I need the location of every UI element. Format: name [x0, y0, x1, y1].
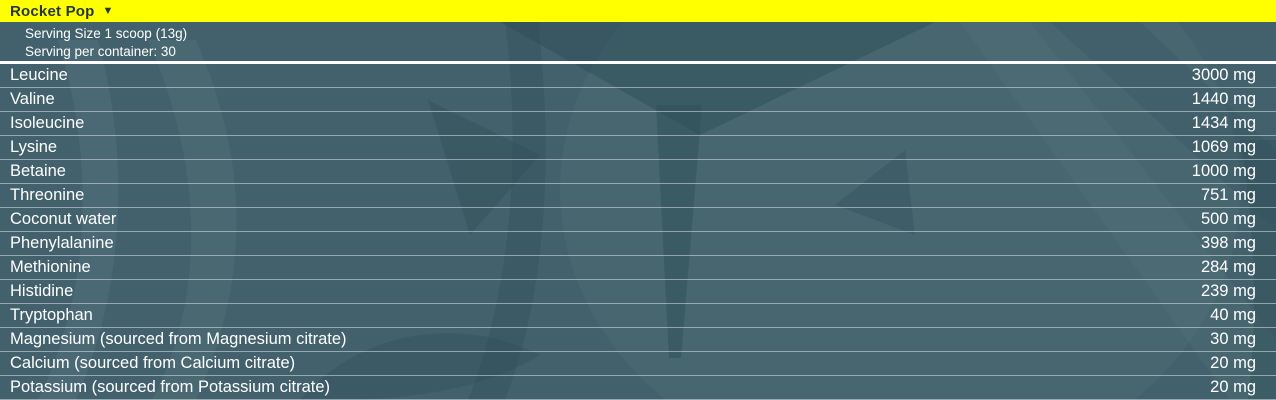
ingredient-name: Histidine [10, 282, 74, 300]
ingredient-name: Lysine [10, 138, 58, 156]
ingredient-amount: 3000 mg [1191, 66, 1256, 84]
ingredient-name: Methionine [10, 258, 91, 276]
table-row: Methionine 284 mg [0, 256, 1276, 280]
servings-per-container-text: Serving per container: 30 [25, 44, 176, 59]
ingredient-amount: 239 mg [1200, 282, 1256, 300]
table-row: Isoleucine 1434 mg [0, 112, 1276, 136]
ingredient-name: Tryptophan [10, 306, 93, 324]
ingredient-name: Isoleucine [10, 114, 85, 132]
ingredient-name: Valine [10, 90, 55, 108]
table-top-divider [0, 61, 1276, 64]
ingredient-name: Phenylalanine [10, 234, 114, 252]
ingredient-name: Threonine [10, 186, 85, 204]
table-row: Tryptophan 40 mg [0, 304, 1276, 328]
ingredient-amount: 20 mg [1210, 354, 1256, 372]
table-row: Lysine 1069 mg [0, 136, 1276, 160]
table-row: Potassium (sourced from Potassium citrat… [0, 376, 1276, 400]
table-row: Coconut water 500 mg [0, 208, 1276, 232]
ingredient-name: Betaine [10, 162, 66, 180]
table-row: Phenylalanine 398 mg [0, 232, 1276, 256]
ingredient-amount: 40 mg [1210, 306, 1256, 324]
table-row: Histidine 239 mg [0, 280, 1276, 304]
ingredient-name: Leucine [10, 66, 68, 84]
serving-info: Serving Size 1 scoop (13g) Serving per c… [0, 22, 1276, 63]
flavor-dropdown-label[interactable]: Rocket Pop [10, 2, 95, 20]
table-row: Threonine 751 mg [0, 184, 1276, 208]
ingredient-amount: 751 mg [1200, 186, 1256, 204]
ingredient-name: Potassium (sourced from Potassium citrat… [10, 378, 331, 396]
table-row: Valine 1440 mg [0, 88, 1276, 112]
table-row: Leucine 3000 mg [0, 64, 1276, 88]
ingredient-name: Coconut water [10, 210, 117, 228]
ingredient-name: Magnesium (sourced from Magnesium citrat… [10, 330, 347, 348]
ingredient-amount: 284 mg [1200, 258, 1256, 276]
ingredient-amount: 20 mg [1210, 378, 1256, 396]
serving-size-text: Serving Size 1 scoop (13g) [25, 26, 188, 41]
ingredient-amount: 398 mg [1200, 234, 1256, 252]
ingredient-amount: 1069 mg [1191, 138, 1256, 156]
ingredients-table: Leucine 3000 mg Valine 1440 mg Isoleucine 143… [0, 64, 1276, 400]
flavor-dropdown[interactable]: Rocket Pop ▼ [0, 0, 1276, 22]
ingredient-amount: 1434 mg [1191, 114, 1256, 132]
ingredient-name: Calcium (sourced from Calcium citrate) [10, 354, 296, 372]
ingredient-amount: 1440 mg [1191, 90, 1256, 108]
table-row: Calcium (sourced from Calcium citrate) 20… [0, 352, 1276, 376]
table-row: Magnesium (sourced from Magnesium citrat… [0, 328, 1276, 352]
ingredient-amount: 1000 mg [1191, 162, 1256, 180]
table-row: Betaine 1000 mg [0, 160, 1276, 184]
ingredient-amount: 500 mg [1200, 210, 1256, 228]
dropdown-arrow-icon: ▼ [102, 4, 114, 17]
ingredient-amount: 30 mg [1210, 330, 1256, 348]
